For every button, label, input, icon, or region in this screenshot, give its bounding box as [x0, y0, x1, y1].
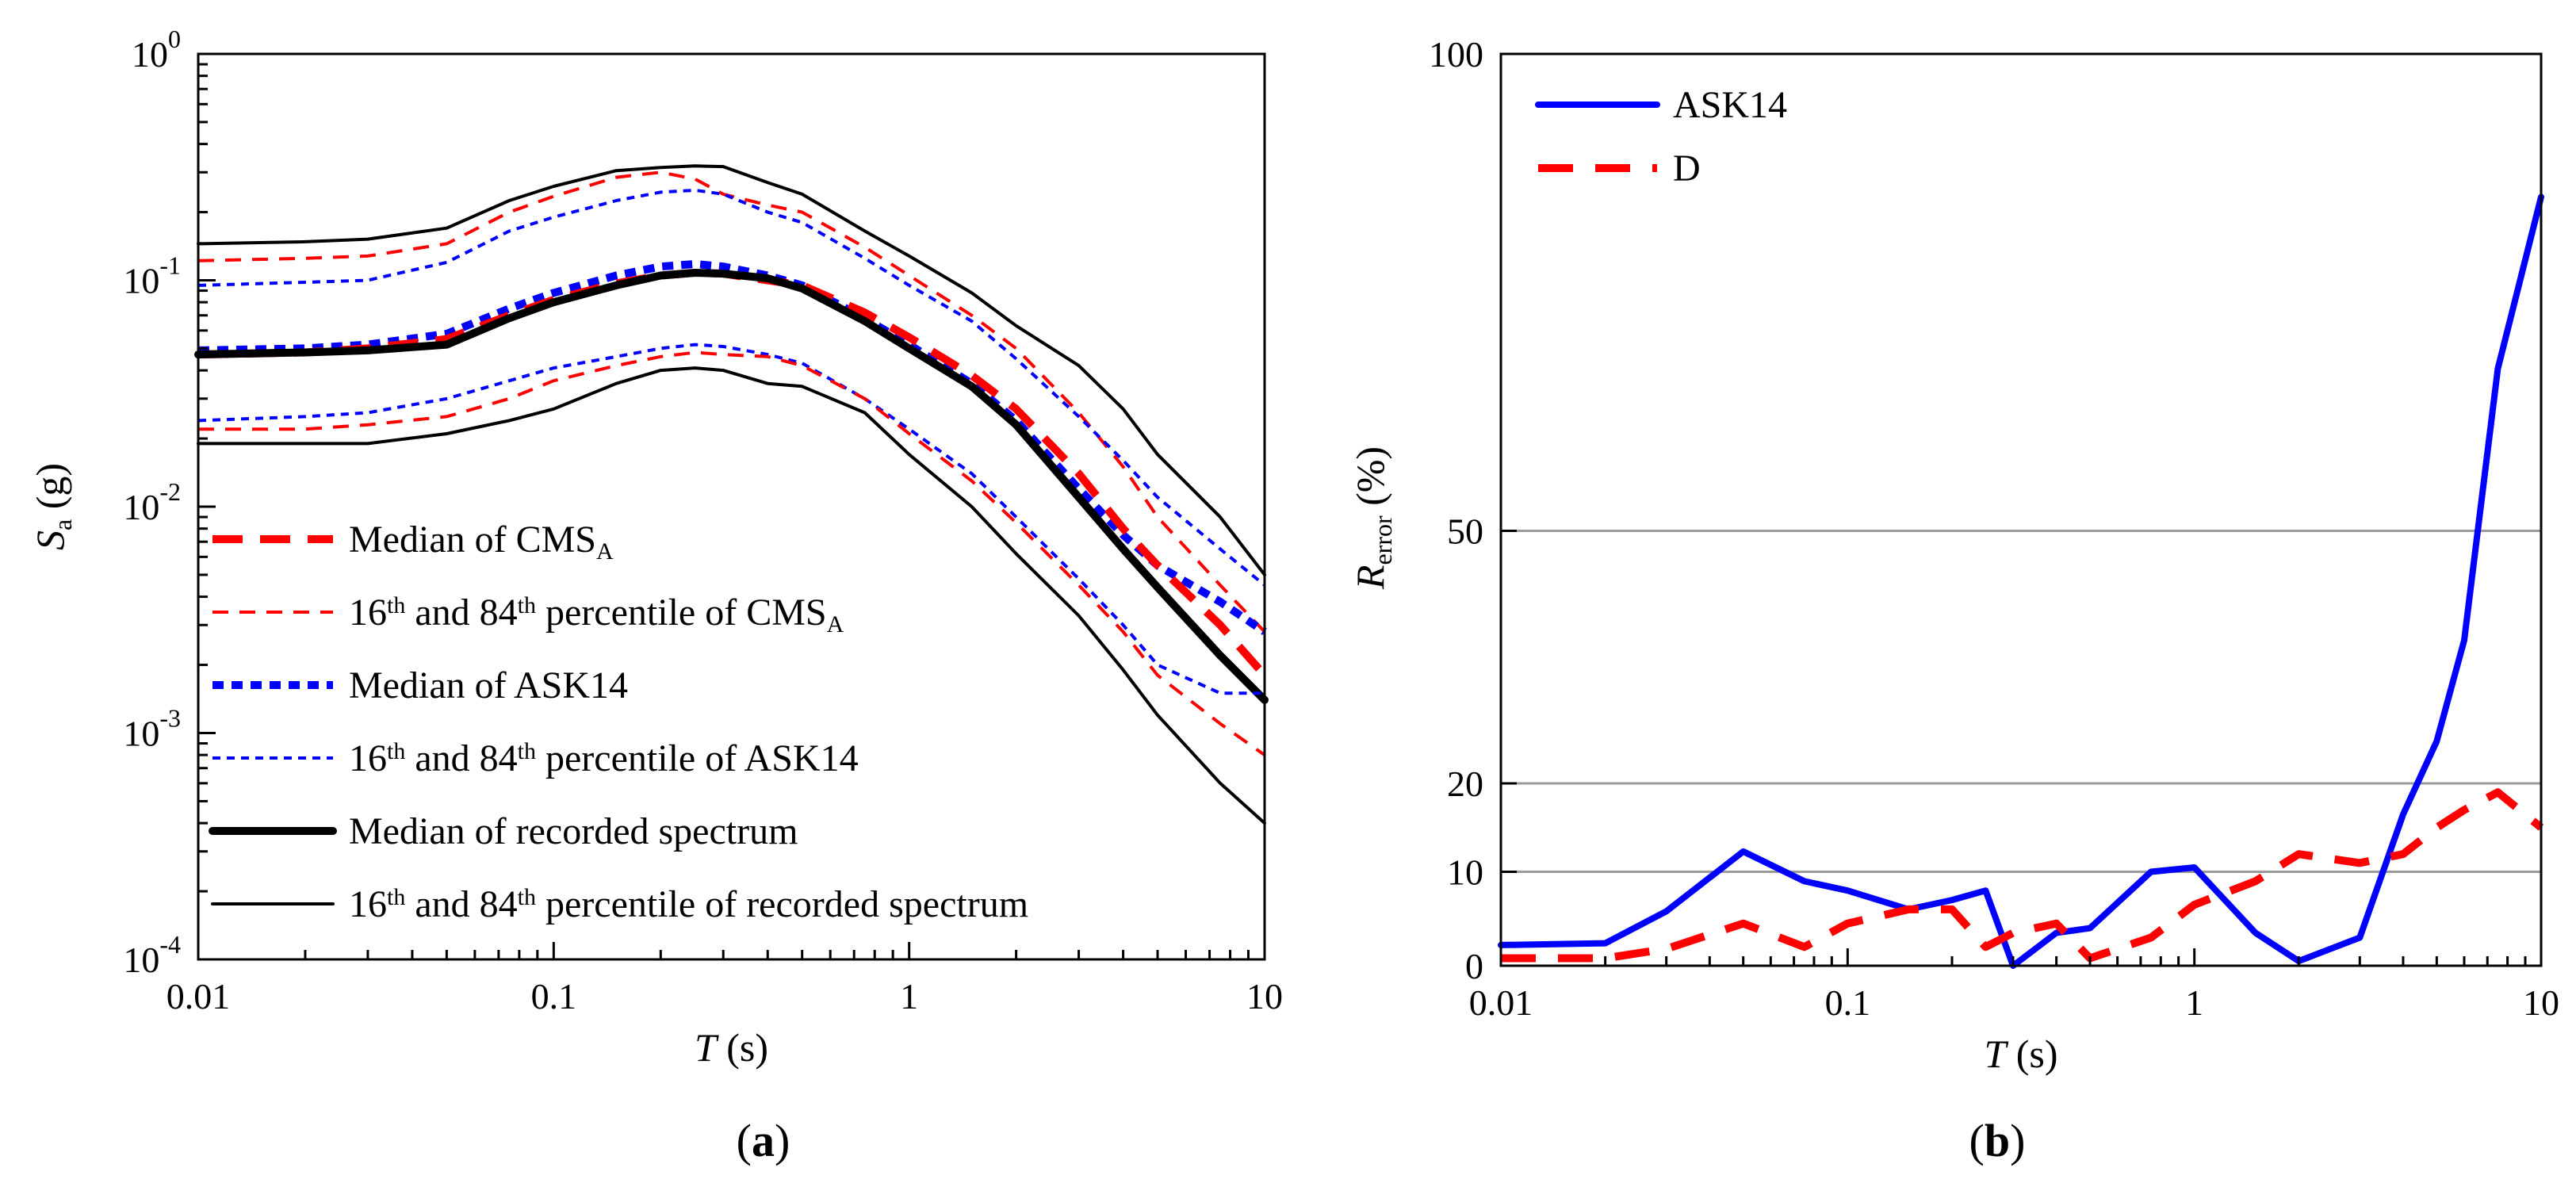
chart-a-series-line-2	[197, 170, 1266, 634]
chart-a-legend-label-5: Median of recorded spectrum	[349, 810, 798, 852]
chart-a-x-axis-label: T (s)	[695, 1025, 768, 1070]
chart-a-series-line-9	[197, 366, 1266, 825]
chart-a-y-tick-label: 10-2	[123, 477, 181, 527]
chart-a-panel-label: (a)	[737, 1115, 790, 1166]
chart-a-legend-label-4: 16th and 84th percentile of ASK14	[349, 737, 859, 779]
chart-b-series-line-2	[1501, 788, 2544, 963]
chart-a-y-tick-label: 10-3	[123, 704, 181, 754]
chart-b-panel-label: (b)	[1969, 1115, 2026, 1166]
chart-a-legend-label-6: 16th and 84th percentile of recorded spe…	[349, 883, 1028, 925]
chart-a-x-tick-label: 0.1	[531, 976, 577, 1016]
chart-b-gridlines	[1501, 529, 2541, 874]
chart-b-x-axis-label: T (s)	[1984, 1032, 2057, 1076]
chart-a-x-tick-label: 1	[900, 976, 918, 1016]
chart-a-series-line-8	[198, 350, 1266, 756]
chart-a-y-tick-label: 100	[132, 25, 181, 75]
chart-a-series	[194, 164, 1269, 825]
chart-b-x-tick-label: 0.1	[1825, 982, 1871, 1023]
chart-b-legend-label-1: ASK14	[1673, 84, 1787, 126]
chart-b-x-tick-label: 1	[2185, 982, 2203, 1023]
chart-b-x-tick-label: 10	[2523, 982, 2559, 1023]
chart-b-legend: ASK14 D	[1535, 84, 1787, 190]
chart-a-legend-label-3: Median of ASK14	[349, 664, 628, 706]
chart-b-plot-frame	[1499, 52, 2543, 967]
chart-b-series	[1498, 193, 2544, 969]
chart-a: 0.01 0.1 1 10 10-4 10-3 10-2 10-1 100 Median of …	[28, 25, 1283, 1166]
chart-b-y-axis-label: Rerror (%)	[1348, 446, 1397, 590]
chart-a-ticks: 0.01 0.1 1 10 10-4 10-3 10-2 10-1 100	[123, 25, 1283, 1016]
chart-a-x-tick-label: 10	[1246, 976, 1283, 1016]
chart-b-x-tick-label: 0.01	[1469, 982, 1533, 1023]
chart-b-y-tick-label: 20	[1447, 764, 1483, 804]
chart-b-y-tick-label: 50	[1447, 511, 1483, 551]
chart-a-series-line-3	[197, 188, 1266, 587]
chart-a-series-line-6	[194, 269, 1269, 704]
chart-b-series-line-1	[1498, 193, 2544, 969]
chart-b-y-tick-label: 0	[1465, 946, 1483, 986]
chart-a-legend-label-1: Median of CMSA	[349, 519, 614, 565]
chart-a-legend: Median of CMSA 16th and 84th percentile o…	[209, 519, 1028, 925]
chart-b-legend-label-2: D	[1673, 147, 1701, 190]
chart-a-series-line-1	[197, 164, 1266, 576]
chart-b-y-tick-label: 10	[1447, 852, 1483, 893]
chart-b-y-tick-label: 100	[1429, 34, 1483, 75]
chart-a-legend-label-2: 16th and 84th percentile of CMSA	[349, 592, 844, 637]
chart-a-x-tick-label: 0.01	[167, 976, 231, 1016]
chart-a-y-tick-label: 10-1	[123, 251, 181, 301]
chart-a-series-line-7	[197, 343, 1265, 695]
chart-a-y-axis-label: Sa (g)	[28, 463, 77, 550]
chart-a-series-line-4	[197, 260, 1267, 635]
chart-a-y-tick-label: 10-4	[123, 930, 181, 980]
